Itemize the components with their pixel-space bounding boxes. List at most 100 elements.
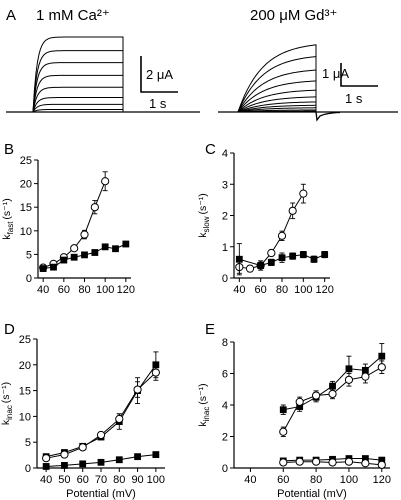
- y-tick-label: 0: [26, 273, 32, 285]
- series-2-point: [133, 385, 142, 394]
- y-tick-label: 25: [19, 334, 31, 346]
- panel-c: C 40 60 80 100 120 0 1 2 3 4 kslow (s⁻¹): [197, 141, 334, 296]
- y-tick-label: 15: [19, 386, 31, 398]
- panel-label-d: D: [4, 321, 15, 338]
- series-3-point: [115, 456, 123, 464]
- y-axis-label: kfast (s⁻¹): [1, 198, 15, 239]
- series-2-point: [310, 255, 318, 263]
- series-2-point: [299, 251, 307, 258]
- y-tick-label: 0: [222, 273, 228, 285]
- x-tick-label: 80: [113, 474, 125, 486]
- current-traces-ca: [6, 36, 200, 113]
- y-tick-label: 6: [222, 369, 228, 381]
- current-trace-9: [218, 107, 398, 113]
- y-tick-label: 3: [222, 179, 228, 191]
- current-traces-gd: [218, 44, 398, 122]
- series-1-point: [267, 248, 276, 258]
- series-2-point: [78, 443, 87, 452]
- x-tick-label: 40: [233, 284, 245, 296]
- current-trace-8: [6, 108, 200, 113]
- y-axis-label-sub: inac: [5, 405, 14, 420]
- panel-d: D 40 50 60 70 80 90 100 0 5 10 15 20 25 kinac (s⁻¹) Pot…: [0, 321, 165, 500]
- series-2-point: [42, 454, 51, 463]
- x-tick-label: 100: [340, 474, 358, 486]
- series-1-point: [80, 230, 89, 239]
- x-tick-label: 90: [131, 474, 143, 486]
- y-axis-label-main: k: [197, 421, 209, 427]
- series-3-point: [134, 453, 141, 461]
- series-4-point: [377, 460, 386, 469]
- current-trace-6: [218, 96, 398, 113]
- series-1-point: [70, 244, 79, 253]
- series-1-point: [277, 231, 287, 240]
- y-axis-label: kslow (s⁻¹): [197, 193, 211, 238]
- series-2-point: [60, 256, 68, 264]
- y-axis-label-unit: (s⁻¹): [1, 198, 13, 219]
- current-trace-5: [6, 86, 200, 113]
- series-2-point: [267, 258, 275, 266]
- y-axis-label-sub: inac: [202, 407, 211, 422]
- x-tick-label: 120: [373, 474, 391, 486]
- series-2-point: [289, 252, 297, 260]
- x-tick-label: 80: [78, 284, 90, 296]
- series-2-point: [96, 430, 106, 440]
- series-2-point: [91, 249, 99, 256]
- x-tick-label: 70: [95, 474, 107, 486]
- current-trace-3: [6, 62, 200, 113]
- series-1-point: [279, 406, 287, 414]
- current-trace-6: [6, 97, 200, 113]
- series-2-point: [344, 375, 354, 384]
- series-1-point: [299, 189, 308, 198]
- scale-bar-ca-current: 2 μA: [146, 67, 173, 82]
- trace-label-ca: 1 mM Ca²⁺: [36, 7, 110, 24]
- current-trace-2: [6, 50, 200, 113]
- panel-label-a: A: [6, 7, 16, 24]
- series-2-point: [361, 372, 370, 381]
- y-tick-label: 4: [222, 400, 228, 412]
- x-tick-label: 40: [37, 284, 49, 296]
- y-tick-label: 4: [222, 148, 228, 160]
- series-1-point: [345, 365, 353, 373]
- series-2-point: [321, 251, 329, 258]
- series-1-point: [378, 352, 386, 360]
- y-tick-label: 2: [222, 211, 228, 223]
- x-tick-label: 100: [147, 474, 165, 486]
- series-2-point: [60, 450, 69, 459]
- current-trace-4: [218, 80, 398, 113]
- series-2-point: [70, 253, 78, 261]
- panel-label-e: E: [205, 321, 215, 338]
- y-tick-label: 5: [26, 249, 32, 261]
- current-trace-1: [6, 36, 200, 113]
- current-trace-7: [6, 103, 200, 113]
- y-axis-label-unit: (s⁻¹): [197, 383, 209, 404]
- series-2-point: [122, 240, 130, 248]
- series-2-point: [115, 414, 124, 424]
- scale-bar-ca-lines: [140, 56, 178, 93]
- current-trace-7: [218, 101, 398, 113]
- y-axis-label-main: k: [1, 234, 13, 240]
- chart-e: 40 60 80 100 120 0 2 4 6 8 kinac (s⁻¹) Potential (mV…: [197, 337, 391, 500]
- series-3-point: [152, 451, 160, 458]
- chart-d: 40 50 60 70 80 90 100 0 5 10 15 20 25 kinac (s⁻¹) Poten…: [0, 334, 165, 500]
- x-tick-label: 40: [40, 474, 52, 486]
- x-tick-label: 50: [58, 474, 70, 486]
- scale-bar-gd-time: 1 s: [345, 91, 363, 106]
- x-tick-label: 120: [117, 284, 135, 296]
- series-2-point: [101, 243, 109, 251]
- y-tick-label: 15: [20, 202, 32, 214]
- series-3-point: [361, 455, 369, 462]
- series-3-point: [378, 456, 386, 464]
- y-tick-label: 1: [222, 242, 228, 254]
- series-2-point: [295, 397, 304, 406]
- x-tick-label: 80: [310, 474, 322, 486]
- scale-bar-gd-current: 1 μA: [322, 66, 349, 81]
- tail-current-trace: [315, 111, 341, 122]
- y-tick-label: 10: [19, 411, 31, 423]
- y-tick-label: 25: [20, 155, 32, 167]
- panel-label-c: C: [205, 141, 216, 158]
- x-tick-label: 100: [294, 284, 312, 296]
- current-trace-3: [218, 69, 398, 113]
- x-tick-label: 80: [276, 284, 288, 296]
- series-2-point: [279, 427, 288, 436]
- x-tick-label: 40: [244, 474, 256, 486]
